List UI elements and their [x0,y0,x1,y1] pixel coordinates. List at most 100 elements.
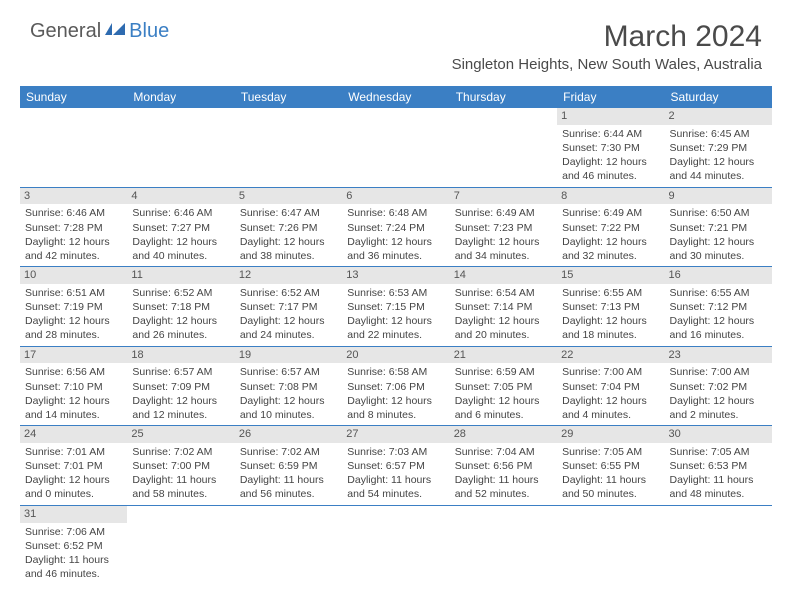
day-info-line: Daylight: 11 hours [562,473,659,487]
day-info-line: Sunset: 6:59 PM [240,459,337,473]
day-number: 20 [342,347,449,364]
day-info-line: and 4 minutes. [562,408,659,422]
day-info-line: and 8 minutes. [347,408,444,422]
weekday-header: Tuesday [235,86,342,108]
day-number: 5 [235,188,342,205]
day-number: 29 [557,426,664,443]
calendar-cell [127,505,234,584]
day-info-line: Sunrise: 7:00 AM [562,365,659,379]
day-info-line: Daylight: 12 hours [670,314,767,328]
day-info-line: Sunrise: 7:02 AM [132,445,229,459]
day-info-line: Daylight: 11 hours [25,553,122,567]
day-number: 31 [20,506,127,523]
day-info-line: Sunset: 7:05 PM [455,380,552,394]
day-info-line: Sunset: 7:18 PM [132,300,229,314]
day-number: 2 [665,108,772,125]
calendar-cell [665,505,772,584]
day-number: 10 [20,267,127,284]
logo-text-dark: General [30,20,101,43]
weekday-header: Monday [127,86,234,108]
day-info-line: Sunrise: 7:00 AM [670,365,767,379]
day-info-line: Daylight: 11 hours [240,473,337,487]
calendar-cell: 10Sunrise: 6:51 AMSunset: 7:19 PMDayligh… [20,267,127,347]
day-info-line: Sunrise: 6:58 AM [347,365,444,379]
day-info-line: Sunrise: 7:04 AM [455,445,552,459]
day-info-line: Sunrise: 7:02 AM [240,445,337,459]
day-info-line: Sunset: 7:29 PM [670,141,767,155]
calendar-cell [20,108,127,187]
day-info-line: Sunrise: 6:48 AM [347,206,444,220]
day-number: 12 [235,267,342,284]
calendar-cell: 3Sunrise: 6:46 AMSunset: 7:28 PMDaylight… [20,187,127,267]
calendar-body: 1Sunrise: 6:44 AMSunset: 7:30 PMDaylight… [20,108,772,584]
day-info-line: Daylight: 12 hours [455,394,552,408]
day-info-line: Sunrise: 7:03 AM [347,445,444,459]
day-info-line: and 36 minutes. [347,249,444,263]
day-number: 21 [450,347,557,364]
calendar-cell [557,505,664,584]
calendar-cell: 20Sunrise: 6:58 AMSunset: 7:06 PMDayligh… [342,346,449,426]
calendar-table: SundayMondayTuesdayWednesdayThursdayFrid… [20,86,772,584]
day-info-line: Sunrise: 6:55 AM [670,286,767,300]
day-info-line: and 48 minutes. [670,487,767,501]
day-info-line: Sunset: 7:02 PM [670,380,767,394]
day-info-line: Sunrise: 6:57 AM [132,365,229,379]
day-number: 25 [127,426,234,443]
day-info-line: Sunrise: 6:52 AM [132,286,229,300]
day-info-line: Sunset: 7:27 PM [132,221,229,235]
day-info-line: and 22 minutes. [347,328,444,342]
weekday-header: Friday [557,86,664,108]
day-info-line: Sunset: 7:15 PM [347,300,444,314]
logo-text-blue: Blue [129,20,169,43]
day-info-line: and 16 minutes. [670,328,767,342]
day-info-line: Sunset: 7:10 PM [25,380,122,394]
day-info-line: Sunset: 7:12 PM [670,300,767,314]
day-info-line: Daylight: 12 hours [347,235,444,249]
day-number: 7 [450,188,557,205]
day-number: 26 [235,426,342,443]
calendar-cell [235,505,342,584]
day-info-line: Sunset: 7:00 PM [132,459,229,473]
day-info-line: and 0 minutes. [25,487,122,501]
day-info-line: Daylight: 12 hours [670,155,767,169]
calendar-cell: 18Sunrise: 6:57 AMSunset: 7:09 PMDayligh… [127,346,234,426]
day-info-line: Sunrise: 6:54 AM [455,286,552,300]
day-info-line: Daylight: 12 hours [455,314,552,328]
day-info-line: and 14 minutes. [25,408,122,422]
day-info-line: Daylight: 12 hours [455,235,552,249]
day-info-line: and 56 minutes. [240,487,337,501]
month-title: March 2024 [452,20,762,54]
day-info-line: and 28 minutes. [25,328,122,342]
day-info-line: Sunrise: 6:56 AM [25,365,122,379]
day-info-line: Daylight: 12 hours [240,394,337,408]
day-info-line: Daylight: 12 hours [562,314,659,328]
calendar-row: 24Sunrise: 7:01 AMSunset: 7:01 PMDayligh… [20,426,772,506]
calendar-cell [450,108,557,187]
day-number: 17 [20,347,127,364]
calendar-row: 17Sunrise: 6:56 AMSunset: 7:10 PMDayligh… [20,346,772,426]
calendar-cell: 30Sunrise: 7:05 AMSunset: 6:53 PMDayligh… [665,426,772,506]
day-info-line: and 52 minutes. [455,487,552,501]
calendar-cell: 17Sunrise: 6:56 AMSunset: 7:10 PMDayligh… [20,346,127,426]
day-info-line: Daylight: 12 hours [25,394,122,408]
calendar-cell: 26 Sunrise: 7:02 AMSunset: 6:59 PMDayligh… [235,426,342,506]
day-number: 30 [665,426,772,443]
day-info-line: and 2 minutes. [670,408,767,422]
location: Singleton Heights, New South Wales, Aust… [452,56,762,73]
calendar-cell: 23Sunrise: 7:00 AMSunset: 7:02 PMDayligh… [665,346,772,426]
day-info-line: Daylight: 11 hours [132,473,229,487]
calendar-cell: 1Sunrise: 6:44 AMSunset: 7:30 PMDaylight… [557,108,664,187]
header: General Blue March 2024 Singleton Height… [0,0,792,78]
calendar-cell: 31Sunrise: 7:06 AMSunset: 6:52 PMDayligh… [20,505,127,584]
day-number: 3 [20,188,127,205]
weekday-header: Sunday [20,86,127,108]
day-info-line: Daylight: 12 hours [25,235,122,249]
day-number: 13 [342,267,449,284]
weekday-header-row: SundayMondayTuesdayWednesdayThursdayFrid… [20,86,772,108]
day-info-line: Sunset: 7:26 PM [240,221,337,235]
day-number: 23 [665,347,772,364]
calendar-cell [235,108,342,187]
calendar-cell [450,505,557,584]
day-info-line: Sunset: 6:57 PM [347,459,444,473]
calendar-cell: 15Sunrise: 6:55 AMSunset: 7:13 PMDayligh… [557,267,664,347]
